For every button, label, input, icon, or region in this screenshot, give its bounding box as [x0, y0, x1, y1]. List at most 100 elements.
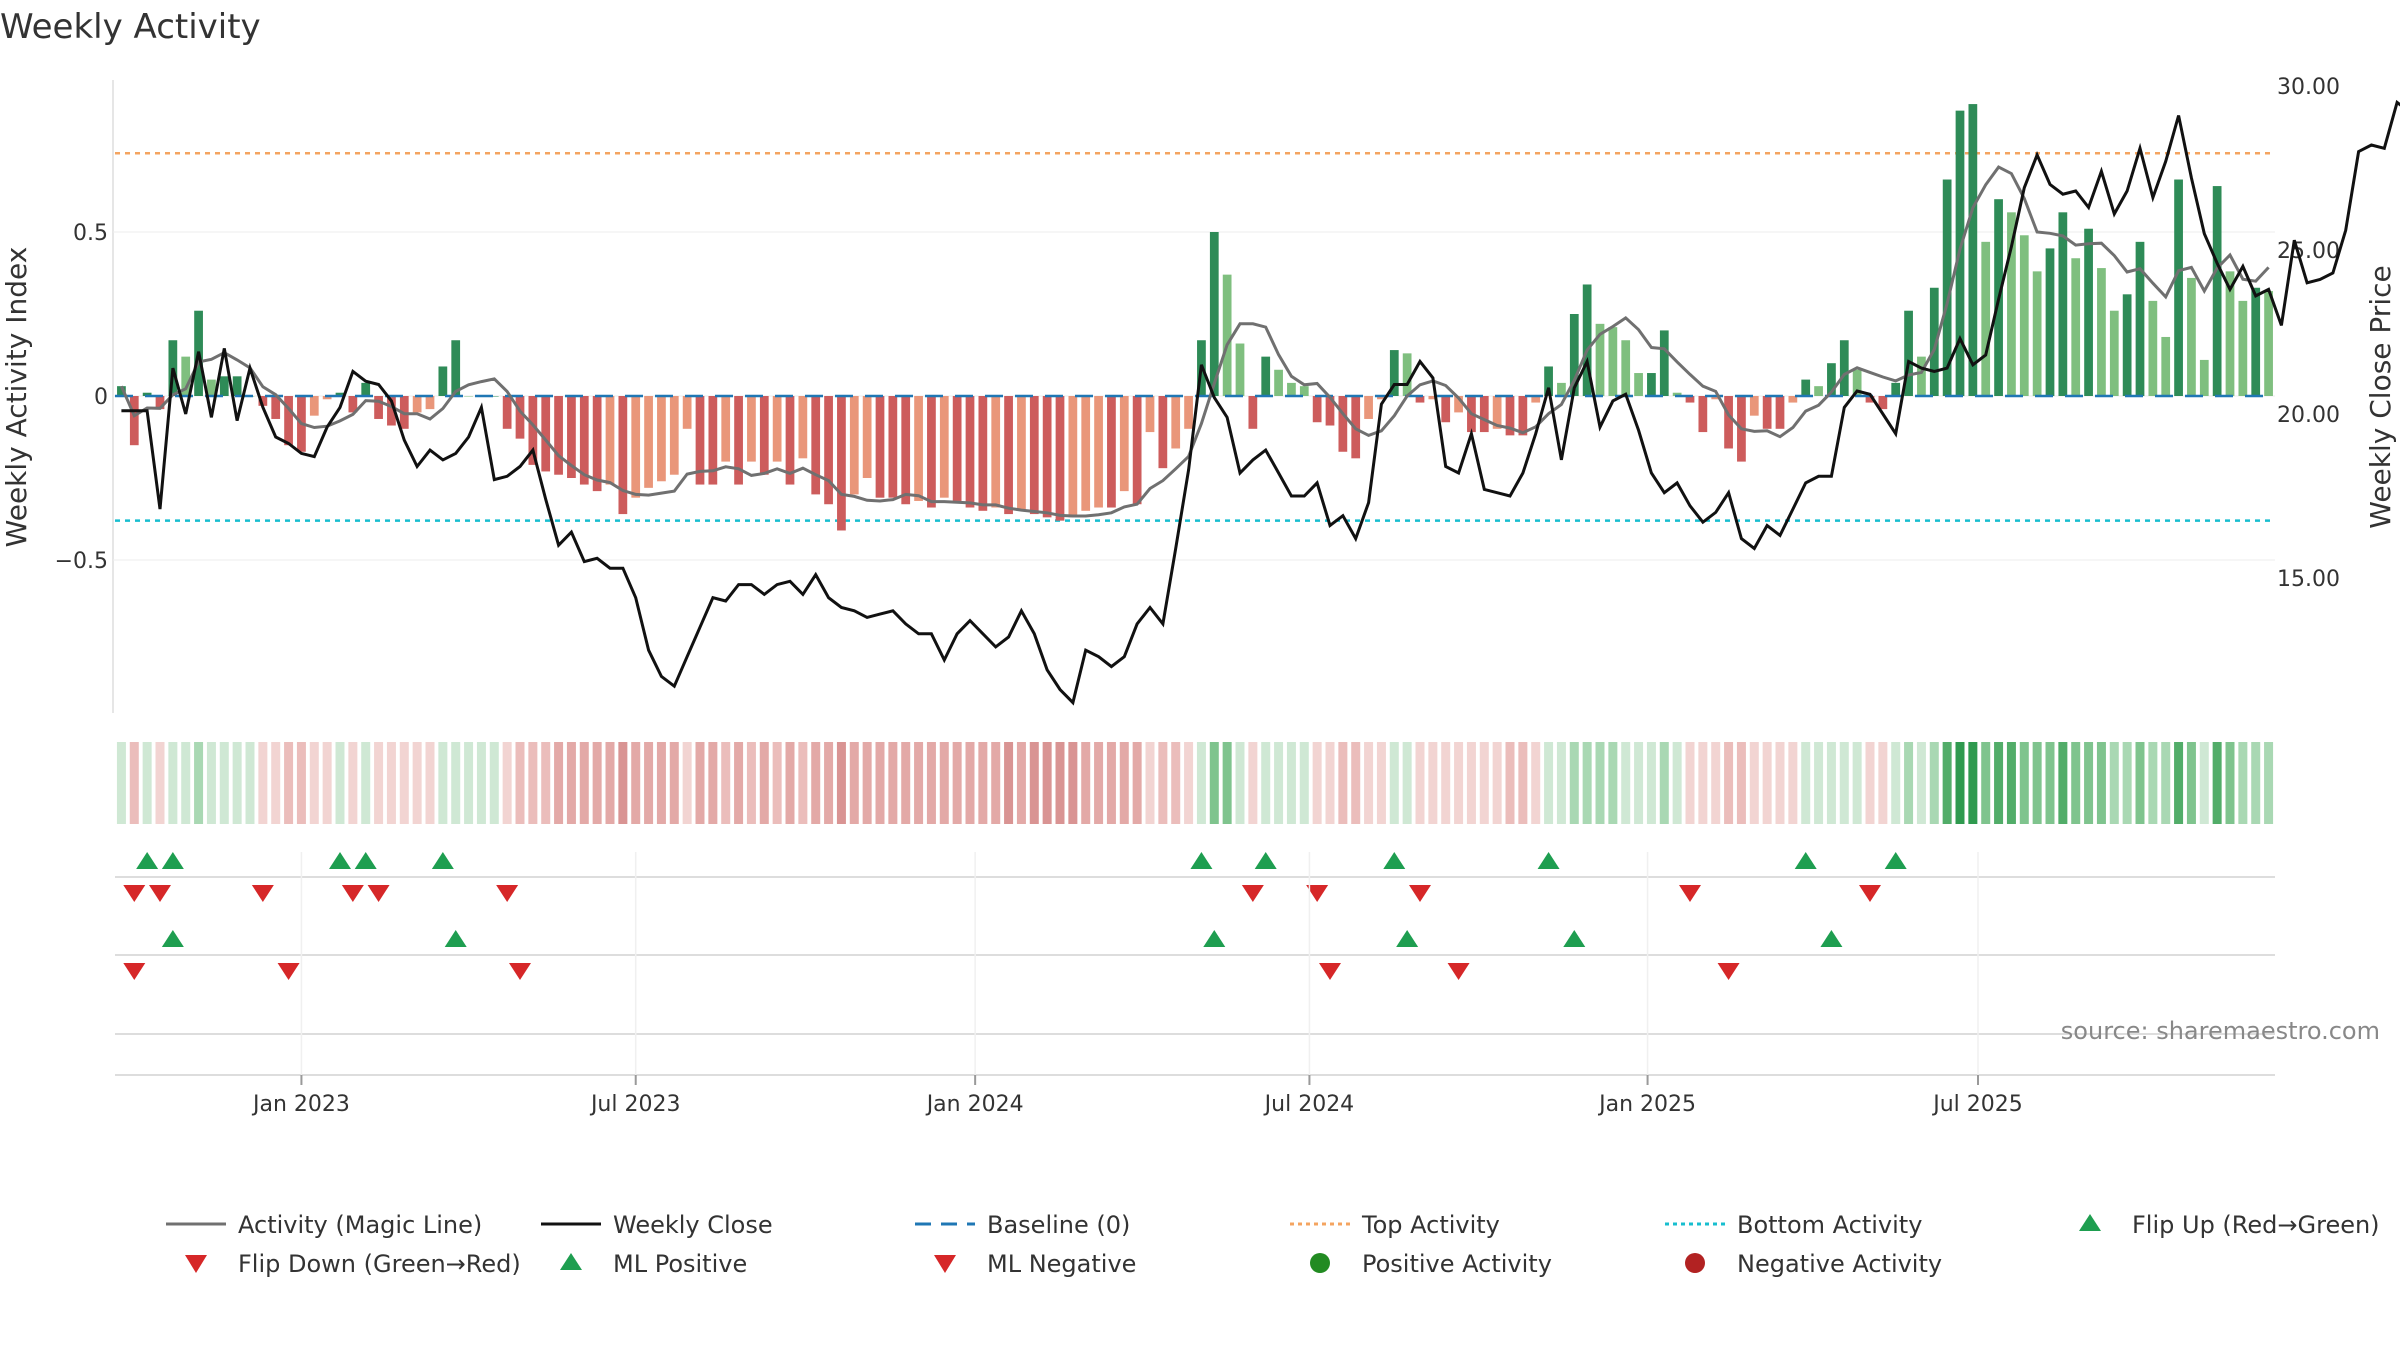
- strip-cell: [1608, 742, 1618, 824]
- strip-cell: [862, 742, 872, 824]
- strip-cell: [965, 742, 975, 824]
- activity-bar: [605, 396, 615, 485]
- activity-bar: [1518, 396, 1528, 436]
- activity-bar: [2019, 235, 2029, 396]
- legend-label: ML Negative: [987, 1250, 1136, 1278]
- activity-heat-strip: [116, 742, 2274, 824]
- activity-bar: [1004, 396, 1013, 515]
- strip-cell: [1132, 742, 1142, 824]
- legend-label: Top Activity: [1361, 1211, 1500, 1239]
- activity-bar: [849, 396, 859, 495]
- strip-cell: [669, 742, 679, 824]
- activity-bar: [1917, 356, 1926, 396]
- ml-negative-marker: [123, 963, 146, 980]
- strip-cell: [219, 742, 229, 824]
- strip-cell: [168, 742, 178, 824]
- activity-bar: [1634, 373, 1643, 396]
- activity-bar: [1107, 396, 1116, 508]
- weekly-close-line: [121, 99, 2400, 706]
- strip-cell: [2186, 742, 2196, 824]
- activity-bar: [387, 396, 396, 426]
- strip-cell: [1094, 742, 1104, 824]
- strip-cell: [1775, 742, 1785, 824]
- activity-bar: [2238, 300, 2248, 396]
- activity-bar: [1479, 396, 1489, 433]
- y2-tick-label: 25.00: [2277, 239, 2340, 264]
- activity-bar: [1711, 396, 1721, 400]
- strip-cell: [1621, 742, 1631, 824]
- activity-bar: [798, 396, 808, 459]
- strip-cell: [1325, 742, 1335, 824]
- strip-cell: [824, 742, 834, 824]
- strip-cell: [978, 742, 988, 824]
- activity-bar: [567, 396, 576, 478]
- activity-bar: [579, 396, 589, 485]
- activity-bar: [631, 396, 641, 498]
- activity-bar: [1119, 396, 1129, 492]
- activity-bar: [965, 396, 975, 508]
- legend: Activity (Magic Line) Weekly Close Baselin…: [166, 1211, 2380, 1278]
- strip-cell: [2032, 742, 2042, 824]
- chart-title: Weekly Activity: [0, 7, 261, 47]
- activity-bar: [1814, 386, 1823, 396]
- activity-bar: [824, 396, 833, 505]
- strip-cell: [2199, 742, 2209, 824]
- strip-cell: [849, 742, 859, 824]
- activity-bar: [1595, 323, 1605, 396]
- activity-bar: [2148, 300, 2158, 396]
- activity-bar: [1428, 396, 1438, 400]
- left-axis: 0.5 0 −0.5: [55, 80, 2275, 713]
- flip-down-marker: [123, 885, 146, 902]
- strip-cell: [1646, 742, 1656, 824]
- ml-positive-marker: [1203, 930, 1226, 947]
- y-axis-label: Weekly Activity Index: [0, 247, 33, 548]
- flip-down-marker: [149, 885, 171, 902]
- ml-positive-marker: [1820, 930, 1843, 947]
- strip-cell: [1184, 742, 1194, 824]
- strip-cell: [695, 742, 705, 824]
- flip-down-marker: [1409, 885, 1431, 902]
- activity-bar: [669, 396, 679, 475]
- y2-tick-label: 30.00: [2277, 75, 2340, 100]
- strip-cell: [2251, 742, 2261, 824]
- strip-cell: [1762, 742, 1772, 824]
- strip-cell: [798, 742, 808, 824]
- strip-cell: [271, 742, 281, 824]
- legend-label: Bottom Activity: [1737, 1211, 1922, 1239]
- activity-bar: [1672, 392, 1682, 396]
- strip-cell: [412, 742, 422, 824]
- legend-label: Baseline (0): [987, 1211, 1130, 1239]
- strip-cell: [1376, 742, 1386, 824]
- strip-cell: [1415, 742, 1425, 824]
- activity-bar: [2084, 228, 2093, 396]
- strip-cell: [1505, 742, 1515, 824]
- activity-bar: [1248, 396, 1258, 429]
- legend-marker: [185, 1255, 207, 1273]
- activity-bar: [1608, 327, 1618, 396]
- activity-bar: [1055, 396, 1065, 521]
- strip-cell: [708, 742, 718, 824]
- strip-cell: [1994, 742, 2004, 824]
- activity-bar: [1158, 396, 1168, 469]
- series-lines: [120, 99, 2400, 706]
- activity-bar: [1492, 396, 1502, 429]
- activity-bar: [1235, 343, 1245, 396]
- strip-cell: [1904, 742, 1914, 824]
- activity-bar: [232, 376, 242, 396]
- flip-down-marker: [1679, 885, 1701, 902]
- strip-cell: [335, 742, 345, 824]
- activity-bar: [348, 396, 358, 413]
- activity-bar: [2007, 212, 2016, 396]
- y2-tick-label: 20.00: [2277, 403, 2340, 428]
- strip-cell: [1466, 742, 1476, 824]
- activity-bar: [2225, 271, 2235, 396]
- strip-cell: [2135, 742, 2145, 824]
- activity-bar: [129, 396, 139, 446]
- activity-bar: [759, 396, 769, 475]
- strip-cell: [1196, 742, 1206, 824]
- flip-down-marker: [1859, 885, 1881, 902]
- strip-cell: [502, 742, 512, 824]
- activity-bar: [914, 396, 923, 501]
- activity-bar: [1081, 396, 1091, 511]
- activity-bar: [991, 396, 1001, 508]
